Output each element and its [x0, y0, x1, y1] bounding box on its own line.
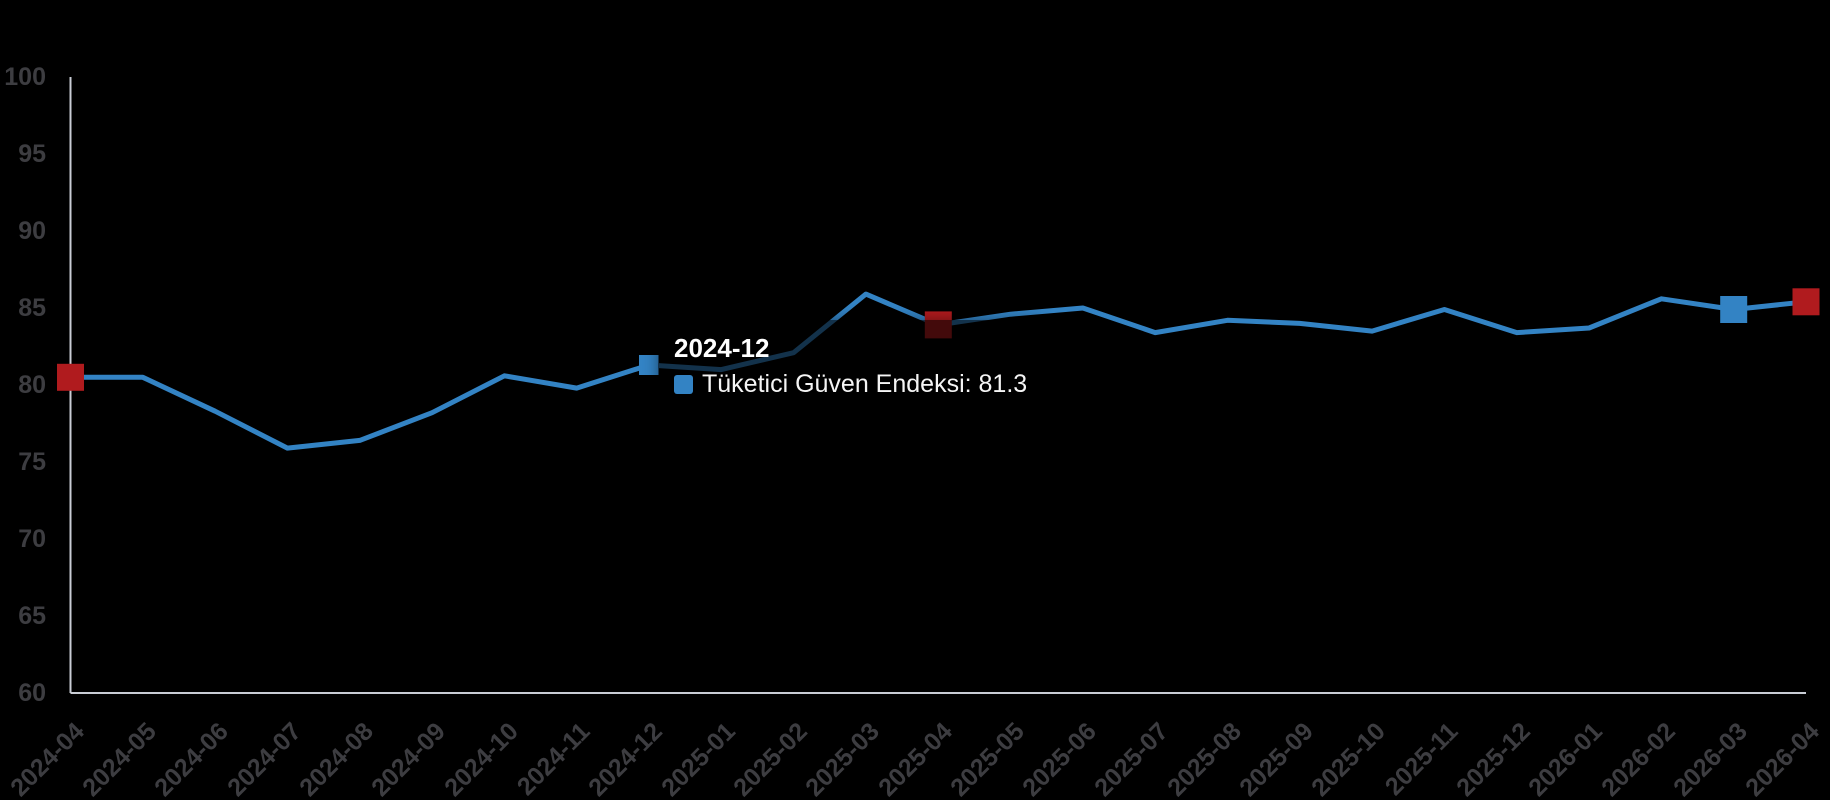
y-axis-label: 75 — [18, 448, 46, 476]
y-axis-label: 95 — [18, 140, 46, 168]
data-point-marker[interactable] — [57, 363, 84, 391]
axis-lines — [69, 77, 1806, 694]
y-axis-label: 80 — [18, 371, 46, 399]
y-axis-label: 100 — [4, 63, 46, 91]
data-point-marker[interactable] — [1720, 296, 1748, 323]
hovered-data-point-marker[interactable] — [639, 355, 659, 375]
data-point-marker[interactable] — [924, 311, 952, 339]
y-axis-label: 85 — [18, 294, 46, 322]
data-point-marker[interactable] — [1792, 288, 1820, 316]
y-axis-label: 65 — [18, 602, 46, 630]
y-axis-label: 60 — [18, 679, 46, 707]
y-axis-label: 70 — [18, 525, 46, 553]
y-axis-label: 90 — [18, 217, 46, 245]
